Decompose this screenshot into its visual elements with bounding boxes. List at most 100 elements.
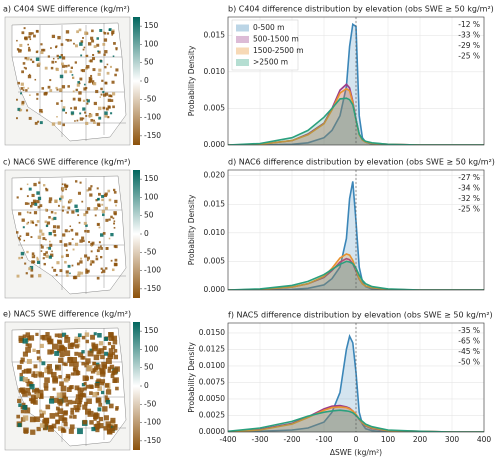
swe-cell bbox=[90, 250, 93, 253]
swe-cell bbox=[50, 66, 54, 70]
swe-cell bbox=[61, 187, 65, 191]
swe-cell bbox=[49, 413, 56, 419]
x-tick-label: 200 bbox=[413, 435, 428, 444]
colorbar-tick-label: -50 bbox=[144, 247, 156, 256]
swe-cell bbox=[93, 354, 100, 361]
swe-cell bbox=[69, 424, 75, 430]
swe-cell bbox=[45, 238, 47, 241]
map-title: e) NAC5 SWE difference (kg/m²) bbox=[3, 310, 131, 319]
swe-cell bbox=[45, 332, 50, 337]
swe-cell bbox=[40, 335, 45, 340]
swe-cell bbox=[65, 30, 70, 34]
swe-cell bbox=[27, 43, 29, 46]
swe-cell bbox=[97, 246, 101, 249]
colorbar-tick-label: 100 bbox=[144, 39, 159, 48]
swe-cell bbox=[71, 356, 78, 363]
swe-cell bbox=[19, 376, 25, 382]
swe-cell bbox=[93, 119, 96, 122]
swe-cell bbox=[84, 408, 91, 415]
swe-cell bbox=[69, 415, 73, 419]
swe-cell bbox=[36, 93, 39, 96]
swe-cell bbox=[56, 88, 59, 91]
swe-cell bbox=[28, 116, 32, 120]
swe-cell bbox=[22, 338, 28, 344]
swe-cell bbox=[29, 265, 34, 270]
swe-cell bbox=[35, 50, 39, 54]
swe-cell bbox=[18, 238, 21, 241]
swe-cell bbox=[99, 368, 106, 375]
swe-cell bbox=[76, 30, 79, 34]
swe-cell bbox=[89, 59, 93, 63]
swe-cell bbox=[57, 333, 63, 338]
swe-cell bbox=[56, 102, 59, 105]
swe-cell bbox=[102, 106, 106, 110]
swe-cell bbox=[40, 244, 43, 246]
swe-cell bbox=[31, 193, 35, 198]
swe-cell bbox=[18, 212, 22, 216]
swe-cell bbox=[105, 397, 110, 402]
swe-cell bbox=[111, 80, 115, 84]
swe-cell bbox=[56, 54, 59, 58]
swe-cell bbox=[52, 377, 59, 384]
swe-cell bbox=[91, 39, 95, 43]
swe-cell bbox=[79, 117, 83, 121]
swe-cell bbox=[29, 38, 32, 41]
swe-cell bbox=[75, 232, 79, 236]
swe-cell bbox=[27, 74, 32, 79]
swe-cell bbox=[93, 101, 97, 106]
swe-cell bbox=[19, 235, 22, 238]
swe-cell bbox=[79, 42, 83, 46]
swe-cell bbox=[86, 65, 90, 69]
swe-cell bbox=[63, 395, 67, 399]
swe-cell bbox=[85, 358, 91, 364]
swe-cell bbox=[46, 246, 49, 249]
swe-cell bbox=[32, 348, 36, 353]
swe-cell bbox=[55, 67, 59, 72]
swe-cell bbox=[54, 333, 59, 338]
percent-annotation: -12 % bbox=[458, 20, 480, 29]
swe-cell bbox=[74, 385, 80, 391]
swe-cell bbox=[35, 332, 39, 336]
swe-cell bbox=[97, 50, 101, 54]
swe-cell bbox=[112, 378, 117, 383]
swe-cell bbox=[91, 260, 95, 264]
colorbar-tick-label: -100 bbox=[144, 113, 161, 122]
swe-cell bbox=[20, 409, 25, 414]
swe-cell bbox=[83, 213, 87, 217]
swe-cell bbox=[60, 99, 63, 102]
swe-cell bbox=[25, 272, 28, 275]
swe-cell bbox=[56, 392, 63, 399]
swe-cell bbox=[33, 364, 38, 369]
swe-cell bbox=[19, 187, 23, 191]
density-line bbox=[228, 333, 484, 432]
swe-cell bbox=[21, 218, 25, 222]
swe-cell bbox=[77, 81, 81, 84]
swe-cell bbox=[111, 268, 115, 272]
swe-cell bbox=[36, 356, 41, 361]
swe-cell bbox=[62, 123, 66, 127]
swe-cell bbox=[17, 398, 22, 404]
swe-cell bbox=[97, 407, 102, 412]
swe-cell bbox=[22, 404, 28, 410]
swe-cell bbox=[108, 198, 112, 202]
swe-cell bbox=[105, 357, 112, 364]
swe-cell bbox=[104, 50, 108, 54]
swe-cell bbox=[97, 332, 102, 338]
swe-cell bbox=[86, 365, 93, 372]
swe-cell bbox=[96, 222, 100, 226]
swe-cell bbox=[28, 267, 32, 271]
swe-cell bbox=[66, 274, 69, 277]
swe-cell bbox=[108, 29, 111, 32]
swe-cell bbox=[22, 391, 28, 397]
y-axis-label: Probability Density bbox=[187, 194, 196, 265]
swe-cell bbox=[82, 99, 86, 103]
swe-cell bbox=[55, 273, 58, 276]
swe-cell bbox=[65, 403, 69, 407]
swe-cell bbox=[96, 249, 100, 253]
swe-cell bbox=[32, 260, 36, 264]
swe-cell bbox=[113, 188, 116, 192]
swe-cell bbox=[18, 49, 22, 53]
swe-cell bbox=[22, 89, 25, 92]
swe-cell bbox=[82, 117, 85, 120]
swe-cell bbox=[78, 221, 81, 224]
